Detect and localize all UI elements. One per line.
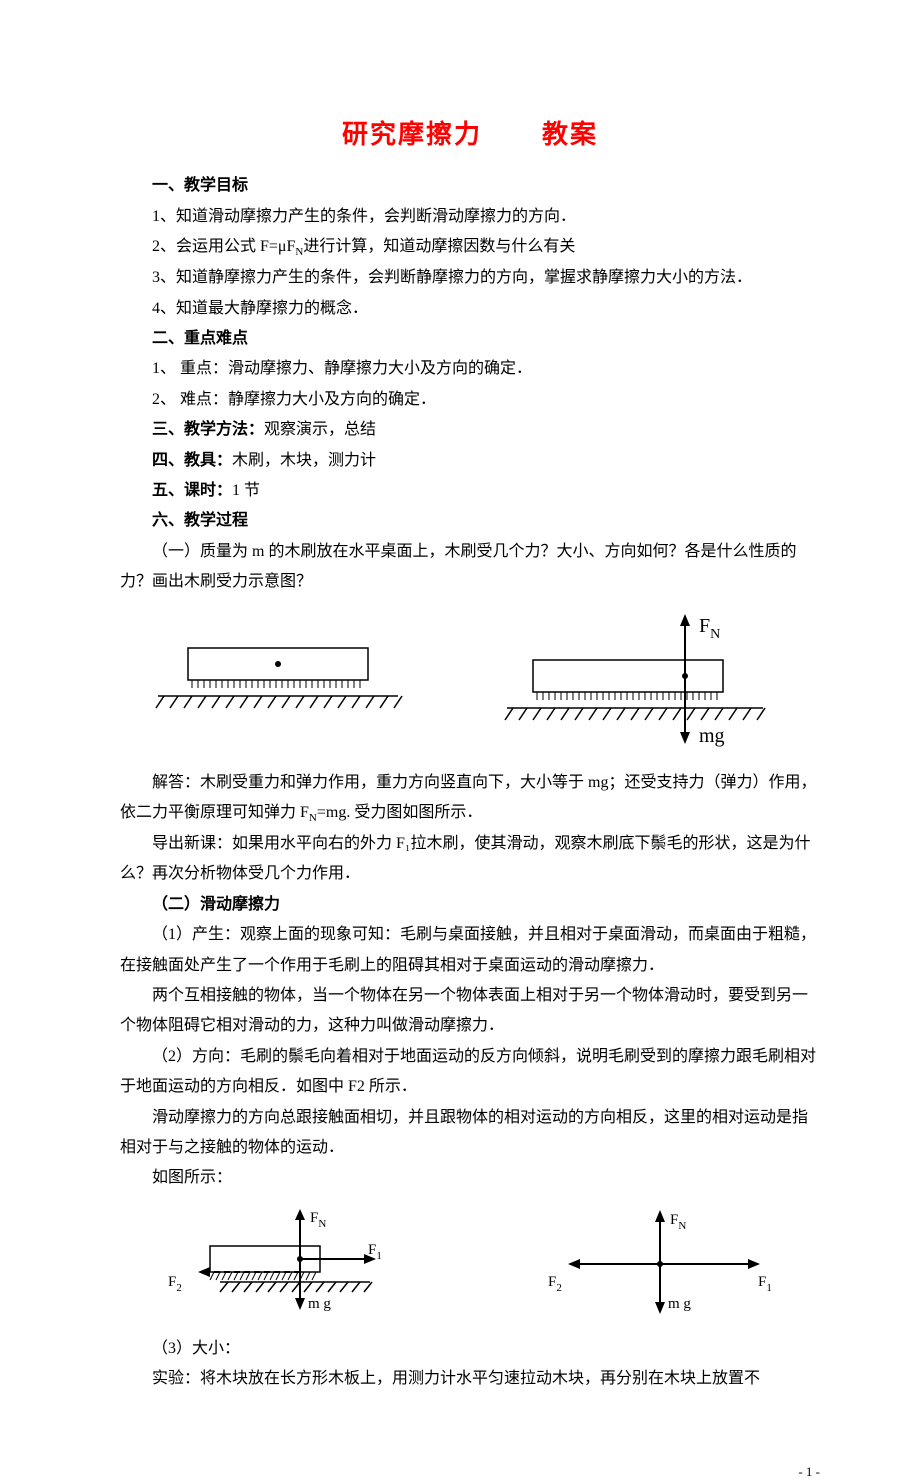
sec-5: 五、课时：1 节 [120, 476, 820, 506]
sec-4-heading: 四、教具： [152, 452, 232, 469]
sec-1-line-3: 3、知道静摩擦力产生的条件，会判断静摩擦力的方向，掌握求静摩擦力大小的方法． [120, 263, 820, 293]
title-part-b: 教案 [542, 120, 598, 149]
label-FN-3: FN [670, 1212, 686, 1232]
label-mg-2: m g [308, 1296, 331, 1312]
figure-1: FN mg [120, 604, 820, 766]
page: 研究摩擦力 教案 一、教学目标 1、知道滑动摩擦力产生的条件，会判断滑动摩擦力的方… [0, 0, 920, 1434]
sec-6-p2-1: （1）产生：观察上面的现象可知：毛刷与桌面接触，并且相对于桌面滑动，而桌面由于粗… [120, 920, 820, 981]
sec-6-answer-sub: N [309, 812, 317, 824]
label-F2-2: F2 [168, 1274, 182, 1294]
sec-3-text: 观察演示，总结 [264, 421, 376, 438]
sec-3-heading: 三、教学方法： [152, 421, 264, 438]
sec-5-heading: 五、课时： [152, 482, 232, 499]
sec-6-p3-1: 实验：将木块放在长方形木板上，用测力计水平匀速拉动木块，再分别在木块上放置不 [120, 1364, 820, 1394]
sec-2-line-1: 1、 重点：滑动摩擦力、静摩擦力大小及方向的确定． [120, 354, 820, 384]
label-F2-3: F2 [548, 1274, 562, 1294]
figure-1-left [148, 610, 408, 730]
sec-1-heading: 一、教学目标 [120, 171, 820, 201]
label-FN: FN [699, 615, 720, 642]
sec-6-answer: 解答：木刷受重力和弹力作用，重力方向竖直向下，大小等于 mg；还受支持力（弹力）… [120, 768, 820, 829]
label-mg-3: m g [668, 1296, 691, 1312]
sec-2-heading: 二、重点难点 [120, 324, 820, 354]
sec-6-p2-4: 滑动摩擦力的方向总跟接触面相切，并且跟物体的相对运动的方向相反，这里的相对运动是… [120, 1103, 820, 1164]
sec-5-text: 1 节 [232, 482, 260, 499]
sec-1-line-2: 2、会运用公式 F=μFN进行计算，知道动摩擦因数与什么有关 [120, 232, 820, 263]
label-mg: mg [699, 725, 725, 747]
sec-1-line-1: 1、知道滑动摩擦力产生的条件，会判断滑动摩擦力的方向． [120, 202, 820, 232]
sec-6-answer-b: =mg. 受力图如图所示． [317, 804, 482, 821]
sec-6-lead: 导出新课：如果用水平向右的外力 F₁拉木刷，使其滑动，观察木刷底下鬃毛的形状，这… [120, 829, 820, 890]
figure-2: FN F1 F2 m g [120, 1200, 820, 1332]
figure-2-right: FN F1 F2 m g [530, 1206, 790, 1326]
sec-6-p2-heading: （二）滑动摩擦力 [120, 890, 820, 920]
figure-1-right: FN mg [503, 610, 793, 760]
figure-2-left: FN F1 F2 m g [150, 1206, 430, 1326]
sec-6-p1: （一）质量为 m 的木刷放在水平桌面上，木刷受几个力？大小、方向如何？各是什么性… [120, 537, 820, 598]
sec-6-p2-3: （2）方向：毛刷的鬃毛向着相对于地面运动的反方向倾斜，说明毛刷受到的摩擦力跟毛刷… [120, 1042, 820, 1103]
sec-4: 四、教具：木刷，木块，测力计 [120, 446, 820, 476]
sec-3: 三、教学方法：观察演示，总结 [120, 415, 820, 445]
label-F1-3: F1 [758, 1274, 772, 1294]
page-footer: - 1 - [0, 1464, 920, 1480]
sec-6-p2-2: 两个互相接触的物体，当一个物体在另一个物体表面上相对于另一个物体滑动时，要受到另… [120, 981, 820, 1042]
doc-title: 研究摩擦力 教案 [120, 110, 820, 159]
sec-1-line-2b: 进行计算，知道动摩擦因数与什么有关 [303, 238, 575, 255]
sec-6-p2-5: 如图所示： [120, 1163, 820, 1193]
sec-6-p3-heading: （3）大小： [120, 1334, 820, 1364]
sec-2-line-2: 2、 难点：静摩擦力大小及方向的确定． [120, 385, 820, 415]
sec-4-text: 木刷，木块，测力计 [232, 452, 376, 469]
title-part-a: 研究摩擦力 [342, 120, 482, 149]
label-FN-2: FN [310, 1210, 326, 1230]
sec-1-line-4: 4、知道最大静摩擦力的概念． [120, 294, 820, 324]
sec-6-heading: 六、教学过程 [120, 506, 820, 536]
sec-1-line-2a: 2、会运用公式 F=μF [152, 238, 295, 255]
